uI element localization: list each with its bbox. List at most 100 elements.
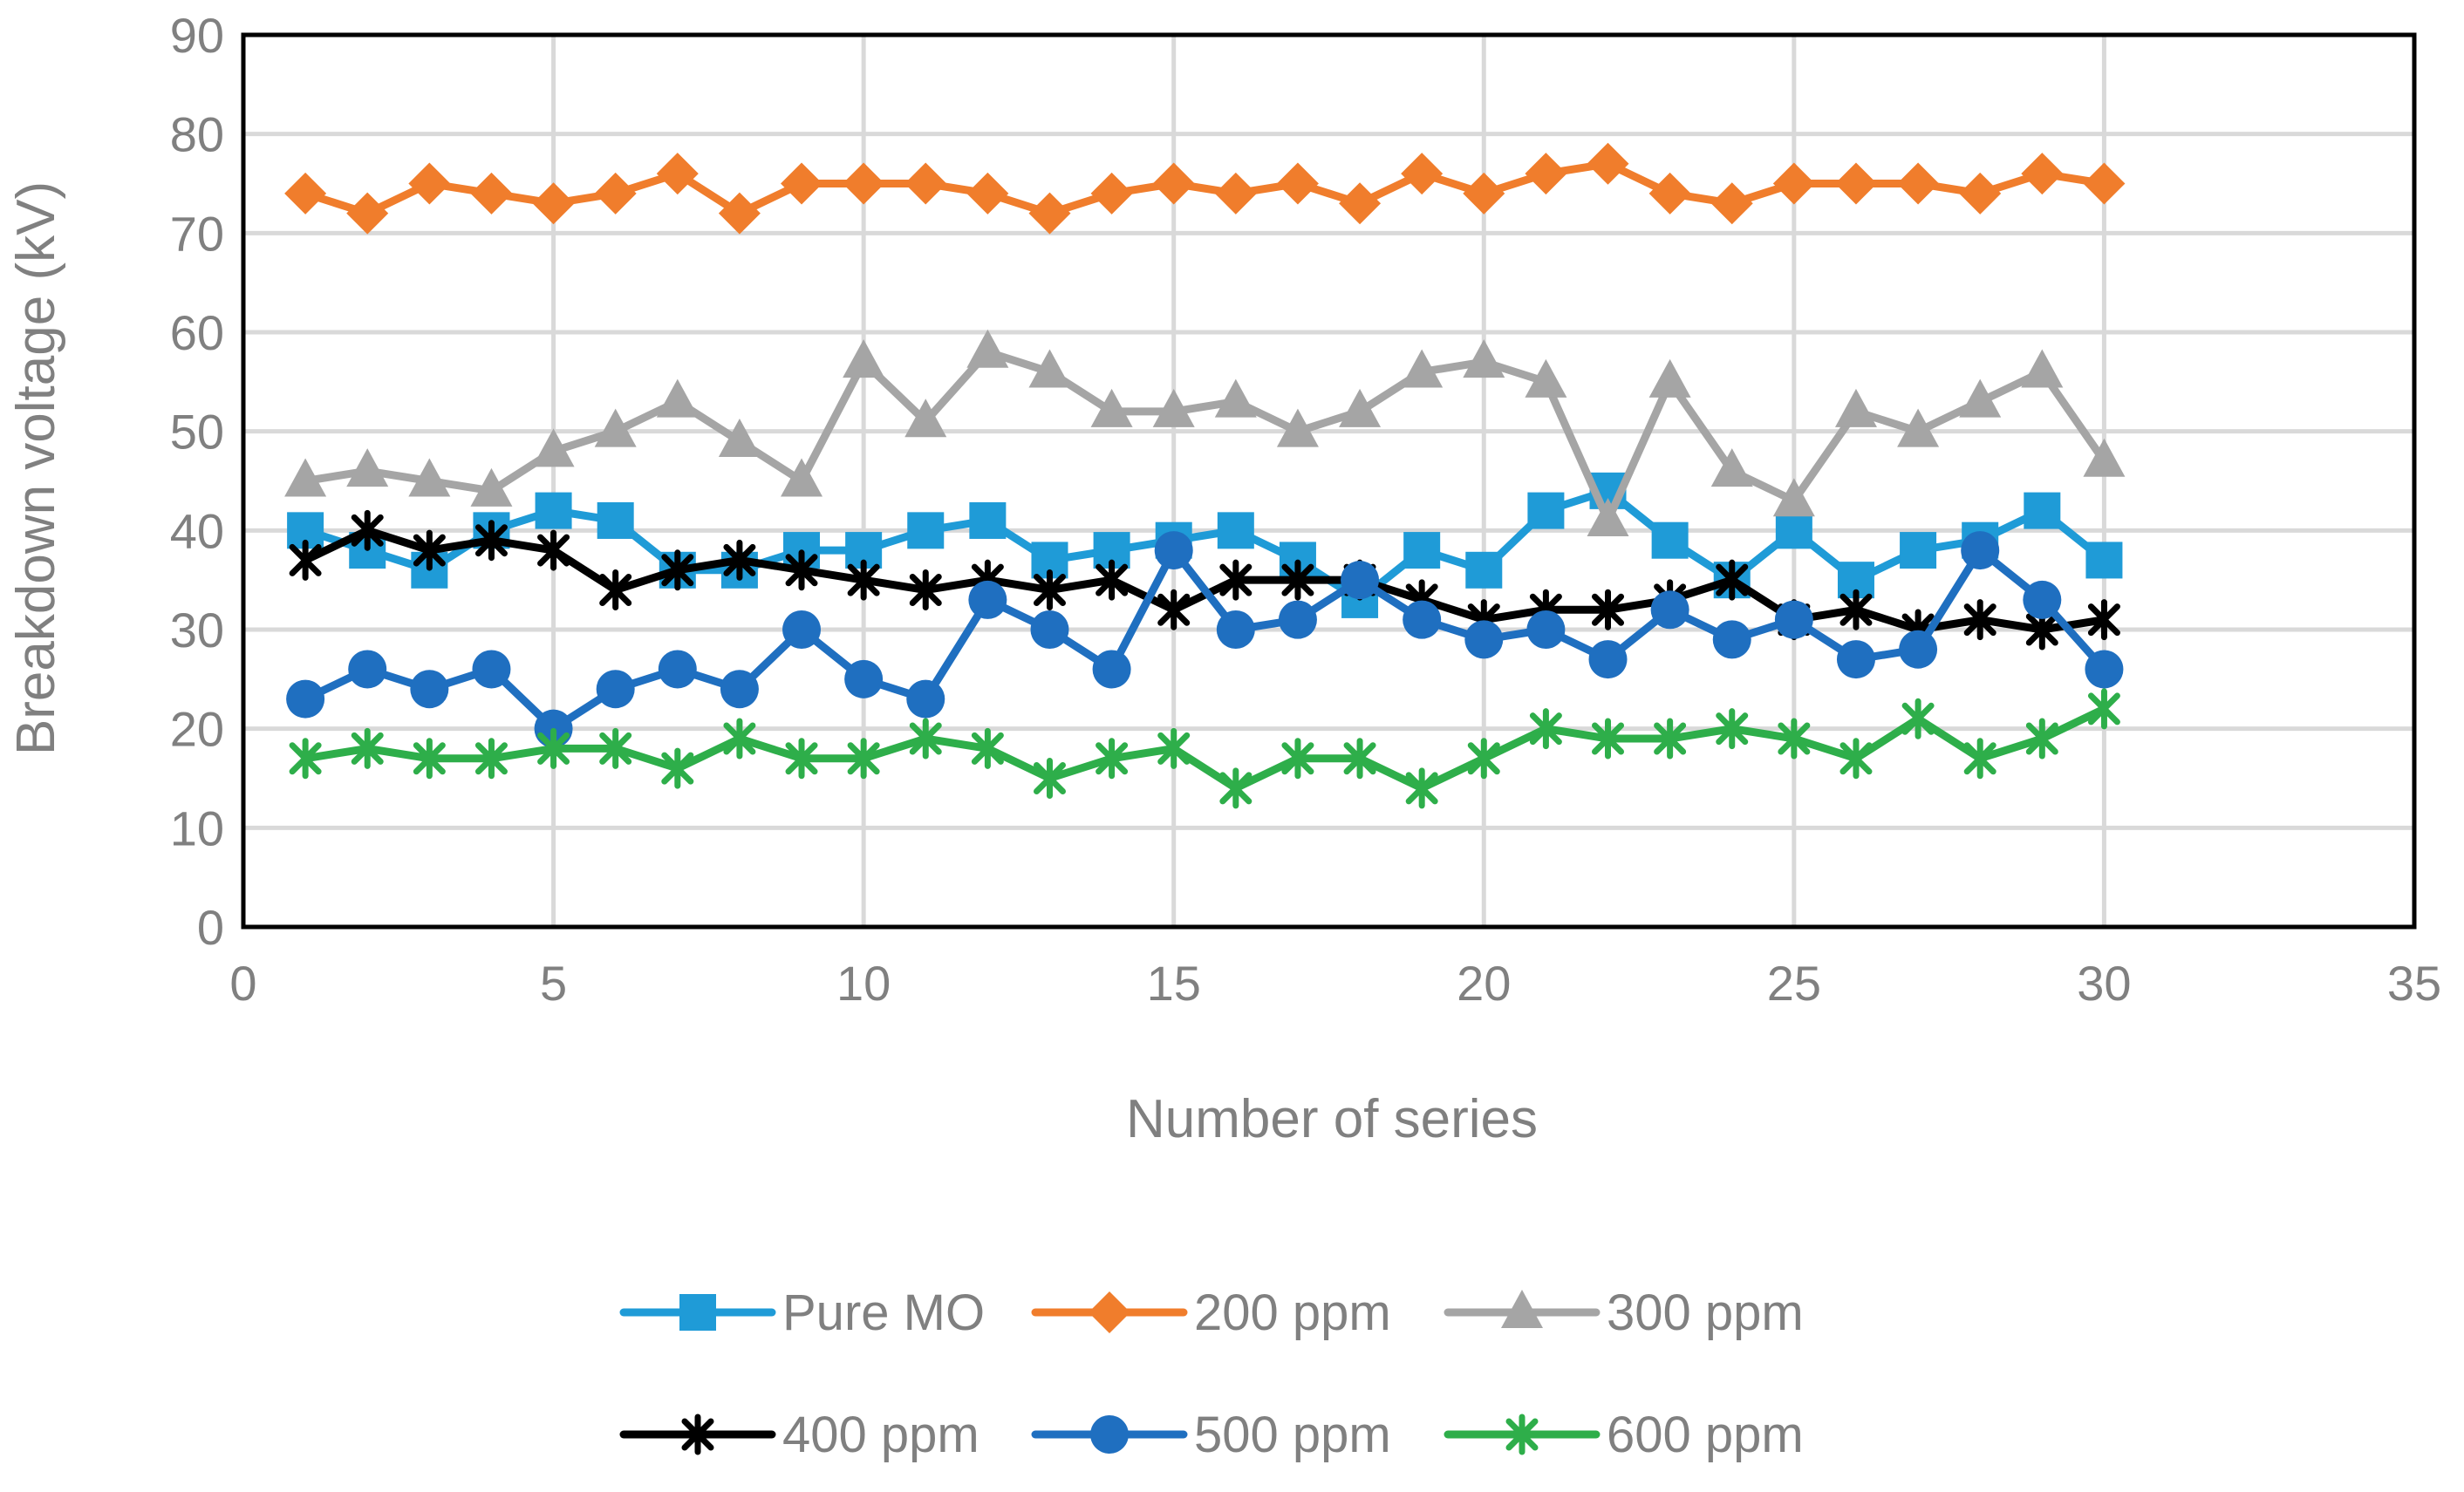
data-point [1651, 521, 1689, 559]
data-point [1276, 408, 1319, 447]
data-point [1959, 378, 2002, 418]
x-tick-label: 35 [2387, 956, 2441, 1011]
data-point [1090, 388, 1133, 427]
data-point [785, 738, 818, 780]
data-point [1899, 630, 1938, 669]
data-point [718, 192, 761, 235]
legend-label: 500 ppm [1194, 1407, 1391, 1463]
legend-swatch-marker [681, 1414, 714, 1455]
data-point [1592, 589, 1625, 630]
data-point [348, 650, 387, 689]
data-point [844, 659, 884, 698]
data-point [1836, 640, 1875, 679]
data-point [2024, 492, 2061, 529]
data-point [1529, 708, 1562, 750]
data-point [2023, 580, 2062, 619]
data-point [720, 670, 759, 709]
legend-item: 300 ppm [1444, 1284, 1804, 1341]
series-line [301, 348, 2108, 525]
legend-label: 200 ppm [1194, 1284, 1391, 1341]
data-point [413, 529, 446, 571]
y-tick-label: 70 [170, 206, 224, 261]
data-point [470, 172, 513, 215]
data-point [1216, 610, 1255, 649]
data-point [594, 172, 637, 215]
data-point [1963, 599, 1996, 641]
data-point [1654, 718, 1687, 760]
series-200-ppm [284, 142, 2126, 235]
y-tick-label: 40 [170, 503, 224, 558]
data-point [656, 378, 699, 418]
series-line [301, 487, 2108, 604]
y-tick-label: 80 [170, 107, 224, 162]
data-point [346, 448, 389, 487]
data-point [1276, 162, 1319, 205]
y-tick-label: 30 [170, 603, 224, 657]
data-point [1525, 358, 1567, 398]
data-point [597, 501, 634, 539]
data-point [2025, 718, 2058, 760]
data-point [1650, 590, 1689, 630]
data-point [537, 727, 570, 769]
data-point [346, 192, 389, 235]
data-point [907, 512, 945, 549]
data-point [656, 153, 699, 195]
data-point [1090, 172, 1133, 215]
data-point [2087, 688, 2120, 730]
legend-label: 400 ppm [782, 1407, 979, 1463]
legend-item: Pure MO [619, 1284, 985, 1341]
data-point [410, 670, 449, 709]
data-point [1401, 153, 1444, 195]
x-tick-label: 30 [2077, 956, 2131, 1011]
data-point [843, 162, 885, 205]
data-point [1710, 448, 1753, 487]
data-point [1028, 192, 1071, 235]
data-point [413, 738, 446, 780]
data-point [661, 549, 694, 591]
data-point [1403, 532, 1441, 569]
data-point [1467, 738, 1500, 780]
data-point [1587, 142, 1629, 185]
data-point [594, 408, 637, 447]
series-300-ppm [284, 329, 2126, 536]
data-point [599, 727, 632, 769]
data-point [408, 162, 451, 205]
data-point [1095, 559, 1129, 601]
data-point [904, 399, 947, 438]
series-600-ppm [289, 688, 2120, 809]
data-point [723, 718, 756, 760]
x-tick-label: 25 [1767, 956, 1821, 1011]
legend-swatch-marker [1501, 1290, 1543, 1328]
legend-swatch-marker [1089, 1291, 1130, 1333]
data-point [1339, 388, 1382, 427]
data-point [1033, 758, 1066, 799]
data-point [658, 650, 697, 689]
data-point [1401, 349, 1444, 388]
data-point [1030, 610, 1069, 649]
y-tick-label: 90 [170, 8, 224, 63]
legend-item: 200 ppm [1031, 1284, 1391, 1341]
data-point [1152, 388, 1195, 427]
data-point [1525, 153, 1567, 195]
data-point [1774, 600, 1813, 639]
data-point [532, 182, 575, 225]
series-line [301, 160, 2108, 218]
gridlines [241, 32, 2417, 930]
series-line [301, 705, 2108, 793]
data-point [1341, 561, 1380, 600]
data-point [1092, 650, 1131, 689]
data-point [1033, 569, 1066, 611]
data-point [1463, 172, 1505, 215]
data-point [289, 539, 322, 581]
data-point [1405, 767, 1438, 809]
data-point [966, 329, 1009, 368]
data-point [535, 492, 572, 529]
legend-swatch-marker [679, 1294, 716, 1331]
data-point [847, 738, 880, 780]
y-tick-label: 20 [170, 702, 224, 757]
data-point [1648, 172, 1691, 215]
data-point [1834, 388, 1877, 427]
data-point [1463, 339, 1505, 378]
data-point [1897, 408, 1940, 447]
